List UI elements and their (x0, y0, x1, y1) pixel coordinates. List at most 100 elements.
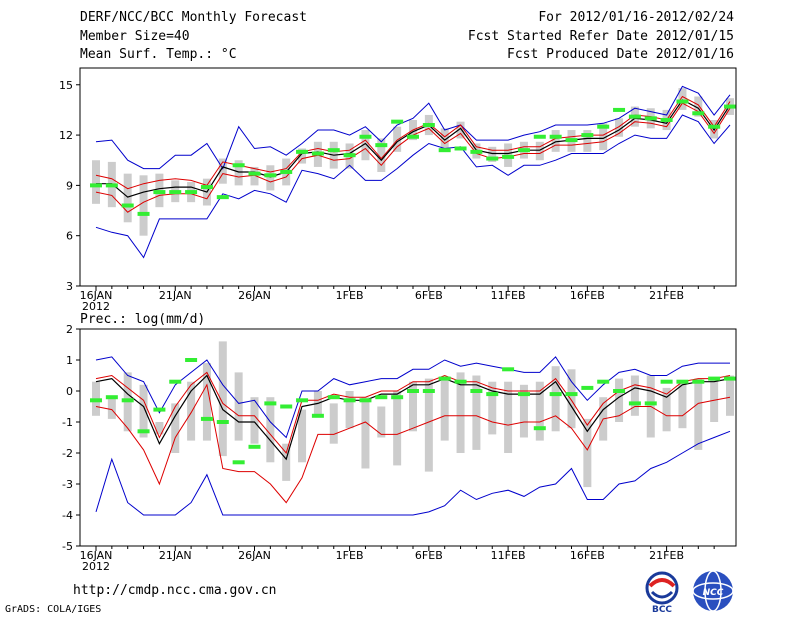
prec-upper-spread-line (95, 371, 731, 455)
temp-median-mark (470, 149, 483, 154)
prec-median-mark (359, 398, 372, 403)
temp-median-mark (422, 123, 435, 128)
prec-spread-box (615, 378, 624, 422)
prec-xtick-label: 21FEB (649, 549, 684, 562)
prec-ytick-label: -2 (62, 447, 73, 460)
prec-median-mark (296, 398, 309, 403)
forecast-produced-date: Fcst Produced Date 2012/01/16 (507, 47, 734, 62)
prec-spread-box (630, 375, 639, 416)
bcc-logo: BCC (645, 571, 679, 614)
prec-median-mark (565, 392, 578, 397)
prec-median-mark (200, 416, 213, 421)
prec-ytick-label: -3 (62, 478, 73, 491)
prec-spread-box (551, 366, 560, 432)
temp-median-mark (185, 190, 198, 195)
prec-median-mark (692, 379, 705, 384)
temp-median-mark (597, 124, 610, 129)
prec-mean-line (95, 374, 731, 461)
temp-median-mark (581, 133, 594, 138)
temp-median-mark (153, 190, 166, 195)
temp-spread-box (139, 175, 148, 236)
temp-median-mark (248, 171, 261, 176)
prec-spread-box (662, 387, 671, 432)
temp-spread-box (456, 121, 465, 139)
temp-median-mark (628, 114, 641, 119)
temp-median-mark (724, 104, 736, 109)
prec-label: Prec.: log(mm/d) (80, 312, 206, 327)
prec-xtick-label: 16JAN (80, 549, 113, 562)
prec-xtick-label: 6FEB (415, 549, 443, 562)
prec-ytick-label: 0 (66, 385, 73, 398)
prec-ytick-label: 1 (66, 354, 73, 367)
temp-xtick-label: 16FEB (570, 289, 605, 302)
prec-median-mark (581, 385, 594, 390)
prec-median-mark (105, 395, 118, 400)
chart-title: DERF/NCC/BCC Monthly Forecast (80, 10, 307, 25)
prec-median-mark (216, 420, 229, 424)
prec-median-mark (597, 379, 610, 384)
temp-median-mark (391, 119, 404, 124)
temp-spread-box (535, 141, 544, 161)
temp-mean-line (96, 99, 731, 198)
prec-xtick-label: 26JAN (238, 549, 271, 562)
prec-median-mark (660, 379, 673, 384)
temp-xtick-label: 11FEB (491, 289, 526, 302)
temp-ytick-label: 6 (66, 230, 73, 243)
temp-median-mark (454, 146, 467, 151)
temp-median-mark (486, 156, 499, 161)
prec-panel: -5 -4 -3 -2 -1 0 1 2 16JAN 21JAN 26JAN 1FEB 6FEB 11FE… (62, 323, 737, 573)
prec-spread-box (694, 378, 703, 450)
source-url[interactable]: http://cmdp.ncc.cma.gov.cn (73, 583, 277, 598)
prec-xtick-label: 11FEB (491, 549, 526, 562)
temp-median-mark (200, 185, 213, 190)
prec-median-mark (391, 395, 404, 400)
prec-spread-box (139, 384, 148, 438)
prec-spread-box (424, 378, 433, 472)
temp-spread-box (123, 173, 132, 223)
prec-spread-box (202, 363, 211, 441)
prec-median-mark (422, 389, 435, 393)
prec-spread-box (377, 406, 386, 438)
temp-median-mark (216, 195, 229, 200)
prec-median-mark (232, 460, 245, 465)
bcc-logo-text: BCC (652, 605, 672, 614)
prec-median-mark (280, 404, 293, 409)
prec-median-mark (121, 398, 134, 403)
prec-median-mark (549, 392, 562, 397)
temp-spread-box (92, 160, 100, 204)
temp-xtick-label: 21JAN (159, 289, 192, 302)
temp-axes-frame (79, 67, 737, 287)
temp-spread-box (298, 148, 307, 164)
temp-spread-box (250, 166, 259, 186)
prec-spread-box (361, 397, 370, 469)
prec-year-label: 2012 (82, 560, 110, 573)
prec-median-mark (311, 413, 324, 418)
temp-xtick-label: 21FEB (649, 289, 684, 302)
temp-median-mark (613, 107, 626, 112)
prec-spread-box (409, 381, 417, 432)
temp-spread-box (234, 160, 243, 186)
variable-label: Mean Surf. Temp.: °C (80, 47, 237, 62)
temp-median-mark (375, 143, 388, 148)
temp-spread-box (393, 126, 402, 152)
prec-xtick-label: 16FEB (570, 549, 605, 562)
prec-spread-box (678, 381, 687, 429)
temp-median-mark (517, 148, 530, 153)
temp-spread-box (551, 130, 560, 152)
prec-spread-box (250, 397, 259, 444)
prec-ytick-label: 2 (66, 323, 73, 336)
prec-spread-box (472, 375, 481, 450)
prec-median-mark (502, 367, 515, 372)
prec-lower-spread-line (95, 383, 731, 504)
temp-median-mark (264, 173, 277, 178)
temp-median-mark (121, 203, 134, 208)
temp-median-mark (280, 169, 293, 174)
temp-median-mark (565, 138, 578, 143)
temp-median-mark (232, 163, 245, 168)
prec-ytick-label: -1 (62, 416, 73, 429)
grads-credit: GrADS: COLA/IGES (5, 604, 102, 615)
temp-xtick-label: 1FEB (336, 289, 364, 302)
prec-spread-box (393, 391, 402, 466)
temp-median-mark (169, 190, 182, 195)
prec-median-mark (153, 407, 166, 412)
